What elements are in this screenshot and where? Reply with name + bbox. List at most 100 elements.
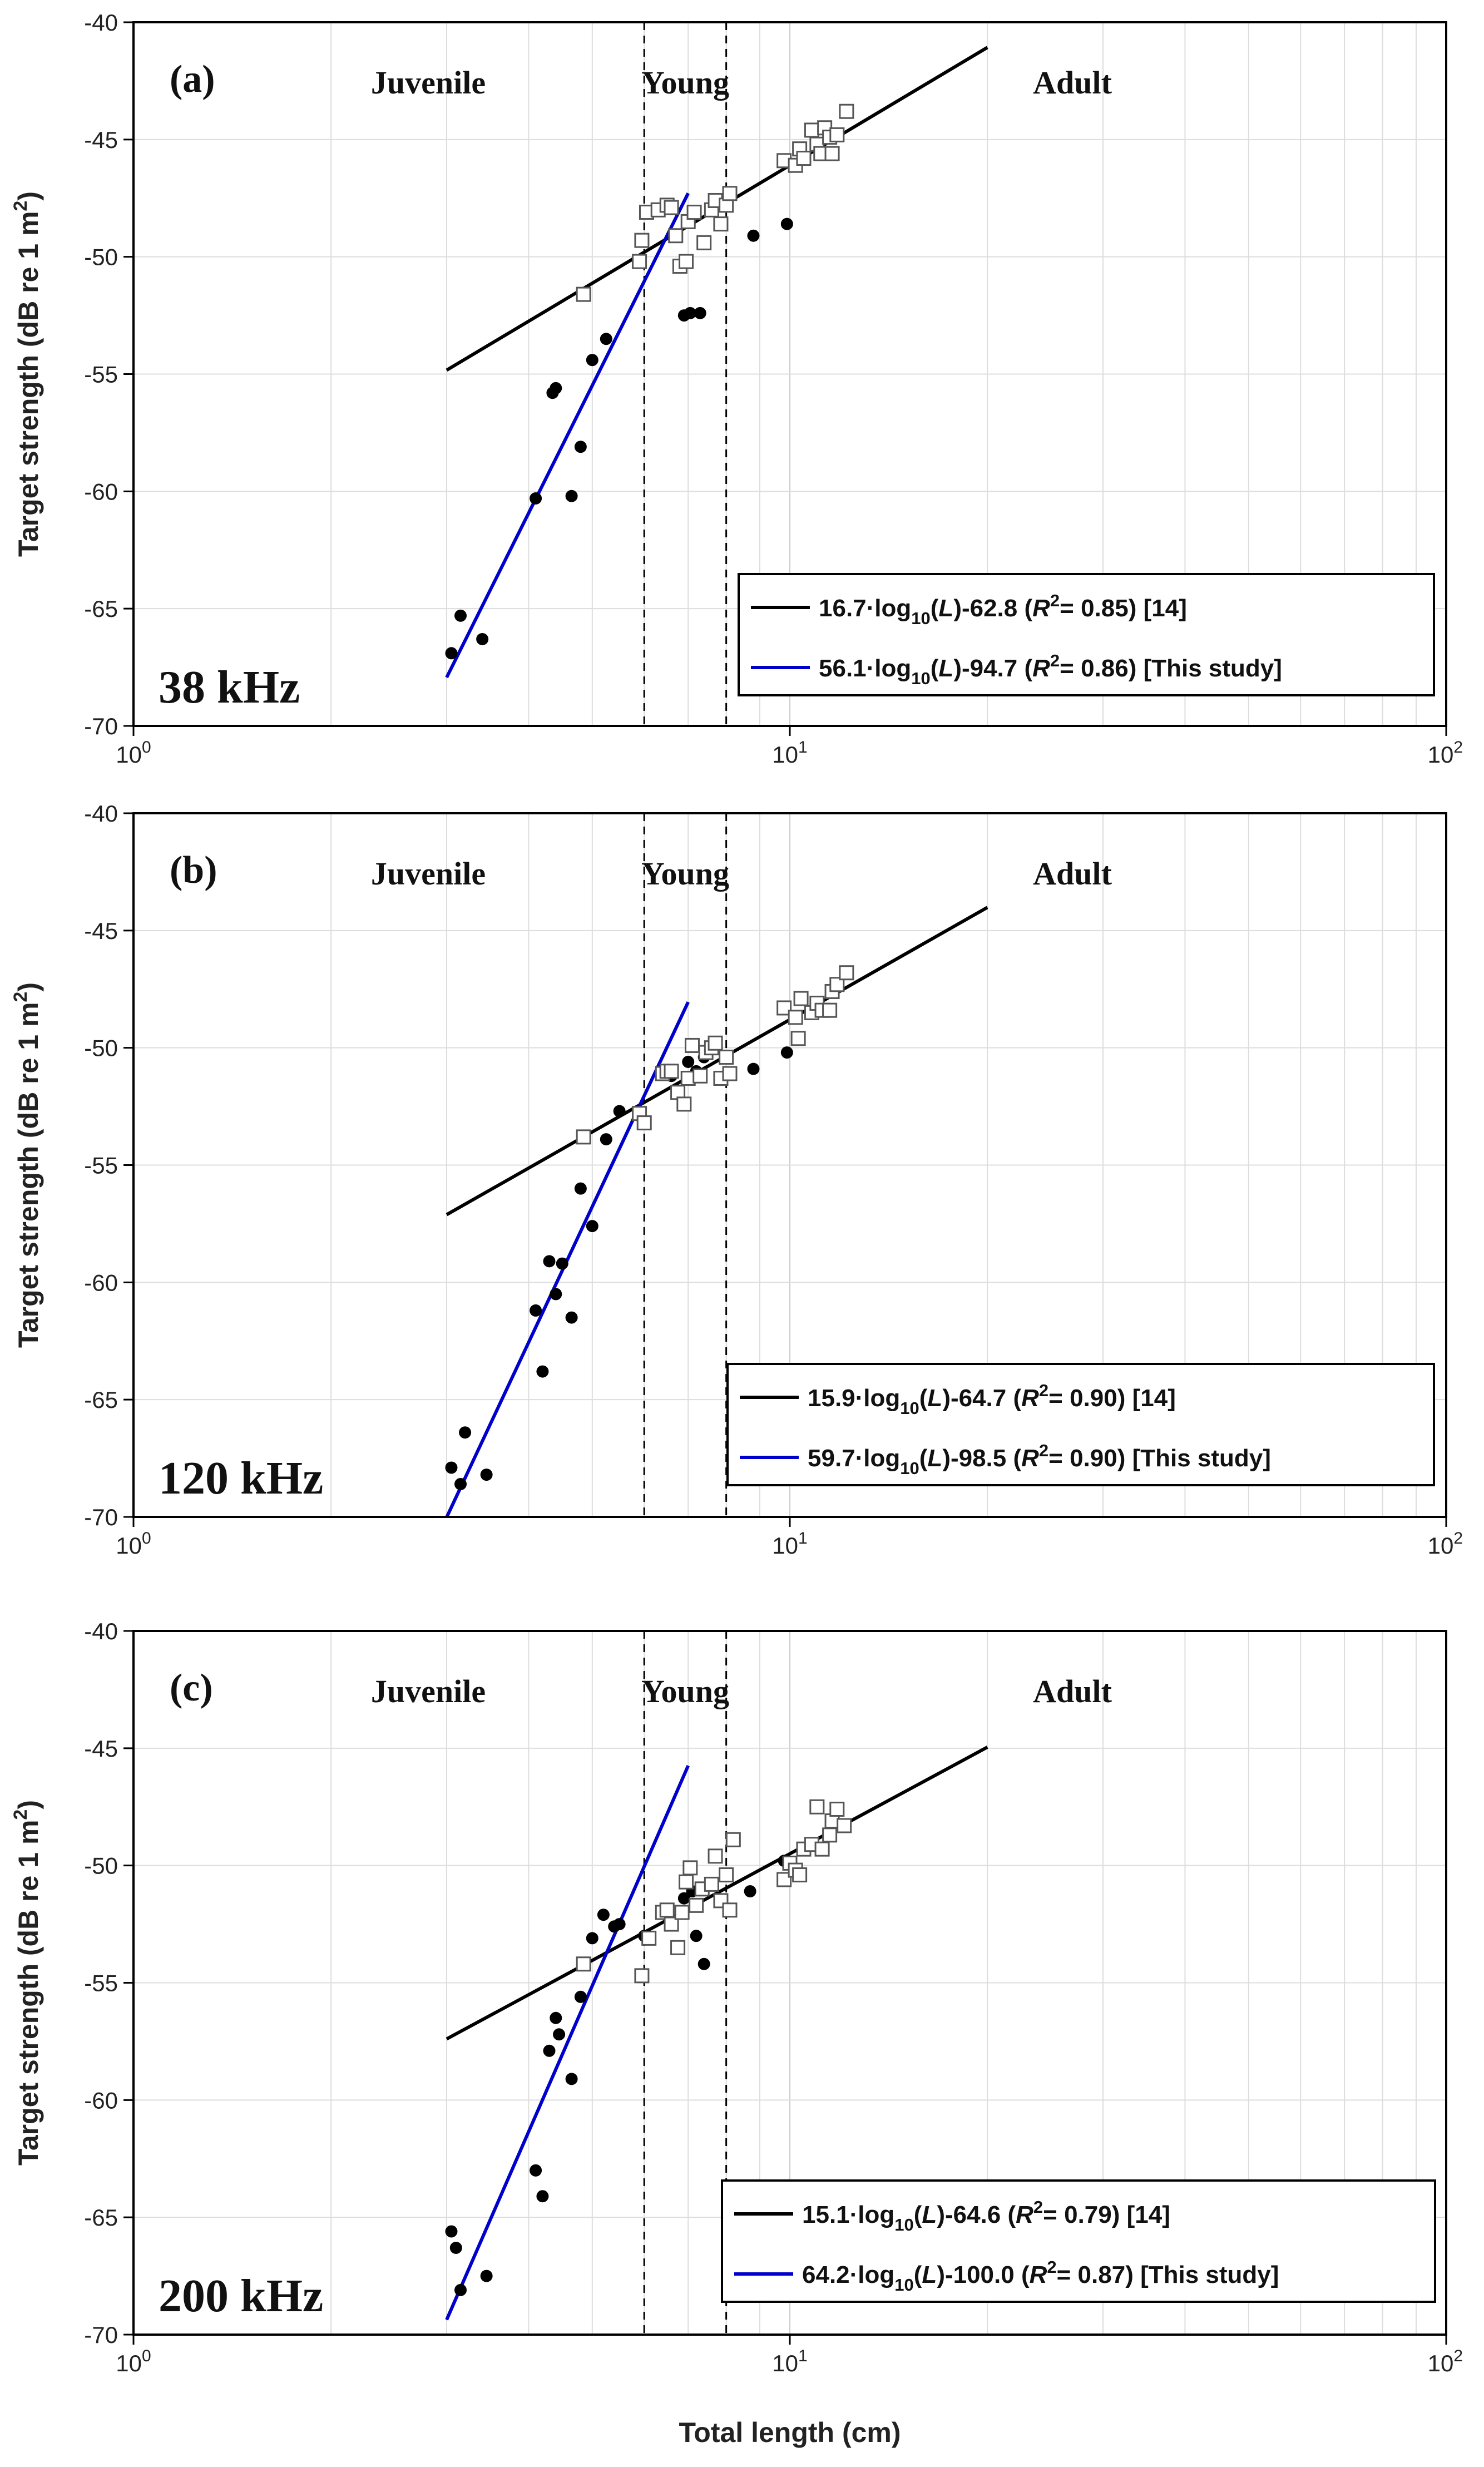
data-point-filled (613, 1918, 626, 1931)
y-tick-label: -45 (84, 918, 118, 944)
x-axis-title: Total length (cm) (679, 2417, 901, 2448)
data-point-filled (698, 1957, 710, 1970)
data-point-filled (530, 1304, 542, 1317)
legend-variable: L (927, 1385, 942, 1412)
panel-letter: (c) (170, 1667, 213, 1709)
data-point-open (632, 254, 647, 269)
x-tick-base: 10 (772, 2350, 798, 2376)
panel-letter: (b) (170, 849, 217, 892)
data-point-open (824, 146, 840, 161)
x-tick-base: 10 (116, 741, 142, 768)
data-point-filled (536, 1365, 549, 1378)
data-point-open (822, 1827, 838, 1843)
x-tick-base: 10 (1428, 741, 1454, 768)
frequency-label: 200 kHz (159, 2270, 323, 2322)
legend-paren: ( (919, 1385, 928, 1412)
data-point-filled (454, 609, 467, 622)
legend-entry-fit_this_study: 56.1·log10(L)-94.7 (R2= 0.86) [This stud… (819, 651, 1282, 688)
legend-coef: 56.1·log (819, 655, 911, 682)
legend-r2-value: = 0.85) [14] (1060, 595, 1187, 622)
legend-r: R (1030, 2261, 1047, 2288)
y-tick-label: -60 (84, 478, 118, 505)
legend-subscript: 10 (894, 2275, 913, 2295)
legend-intercept: )-64.6 ( (937, 2201, 1016, 2228)
x-tick-label: 100 (116, 2347, 151, 2376)
data-point-filled (553, 2028, 566, 2041)
x-tick-base: 10 (1428, 2350, 1454, 2376)
data-point-open (641, 1930, 657, 1946)
data-point-filled (600, 333, 612, 345)
legend-r2-value: = 0.87) [This study] (1057, 2261, 1279, 2288)
data-point-filled (574, 1990, 587, 2003)
data-point-open (722, 186, 738, 201)
data-point-open (704, 1876, 719, 1892)
data-point-filled (613, 1105, 626, 1118)
y-tick-label: -70 (84, 713, 118, 739)
data-point-filled (445, 1461, 458, 1474)
legend-r2-value: = 0.90) [This study] (1048, 1445, 1271, 1472)
data-point-filled (684, 306, 696, 319)
y-tick-label: -70 (84, 1504, 118, 1530)
legend-intercept: )-64.7 ( (942, 1385, 1021, 1412)
y-tick-label: -40 (84, 1618, 118, 1644)
legend-r: R (1021, 1385, 1039, 1412)
legend-r2-value: = 0.86) [This study] (1060, 655, 1282, 682)
x-tick-label: 102 (1428, 2347, 1463, 2376)
x-tick-base: 10 (116, 2350, 142, 2376)
data-point-open (664, 1064, 679, 1079)
data-point-filled (600, 1133, 612, 1146)
data-point-filled (565, 2073, 578, 2085)
data-point-filled (677, 1892, 690, 1905)
x-tick-label: 101 (772, 2347, 807, 2376)
frequency-label: 120 kHz (159, 1452, 323, 1504)
y-axis-title-main: Target strength (dB re 1 m (13, 211, 44, 557)
data-point-open (713, 216, 729, 232)
legend-coef: 16.7·log (819, 595, 911, 622)
data-point-open (792, 1867, 808, 1883)
legend-variable: L (922, 2201, 937, 2228)
series-filled (445, 217, 793, 660)
data-point-open (776, 1000, 792, 1016)
y-tick-label: -45 (84, 127, 118, 153)
legend-entry-fit_this_study: 59.7·log10(L)-98.5 (R2= 0.90) [This stud… (808, 1441, 1271, 1478)
legend-paren: ( (919, 1445, 928, 1472)
stage-label-young: Young (641, 65, 729, 101)
data-point-open (814, 1841, 830, 1857)
y-tick-label: -50 (84, 244, 118, 270)
data-point-filled (550, 1288, 562, 1301)
data-point-filled (550, 2011, 562, 2024)
data-point-open (839, 103, 854, 119)
data-point-filled (586, 1932, 598, 1945)
data-point-open (829, 1801, 845, 1817)
data-point-filled (556, 1257, 568, 1270)
legend: 15.1·log10(L)-64.6 (R2= 0.79) [14]64.2·l… (721, 2179, 1436, 2303)
data-point-open (722, 1066, 738, 1081)
stage-label-young: Young (641, 1673, 729, 1709)
data-point-filled (530, 2164, 542, 2177)
legend-subscript: 10 (900, 1459, 919, 1478)
data-point-filled (565, 490, 578, 502)
y-tick-label: -40 (84, 800, 118, 827)
legend-variable: L (927, 1445, 942, 1472)
legend-entry-fit_14: 15.1·log10(L)-64.6 (R2= 0.79) [14] (802, 2197, 1170, 2234)
data-point-open (689, 1897, 704, 1913)
legend-variable: L (938, 595, 953, 622)
data-point-open (679, 1874, 694, 1890)
data-point-filled (480, 2270, 493, 2282)
fit_14-line (446, 1746, 988, 2041)
legend-r2-value: = 0.90) [14] (1048, 1385, 1176, 1412)
data-point-open (659, 1902, 675, 1918)
x-tick-exp: 2 (1453, 738, 1463, 757)
legend-variable: L (938, 655, 953, 682)
y-tick-label: -60 (84, 2087, 118, 2113)
x-tick-label: 100 (116, 1529, 151, 1559)
x-tick-base: 10 (116, 1532, 142, 1559)
y-axis-title: Target strength (dB re 1 m2) (10, 191, 44, 557)
data-point-open (719, 1867, 734, 1883)
data-point-filled (445, 647, 458, 660)
y-tick-label: -60 (84, 1269, 118, 1296)
legend-paren: ( (931, 655, 939, 682)
data-point-open (790, 1031, 806, 1046)
x-tick-exp: 1 (798, 1529, 808, 1548)
